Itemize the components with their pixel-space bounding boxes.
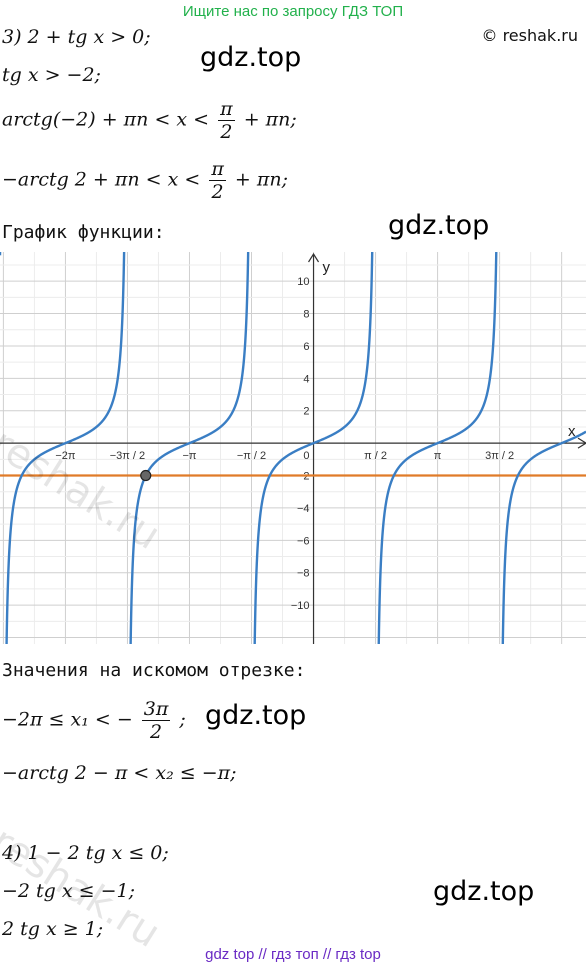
y-tick-label: 4	[303, 373, 309, 385]
tangent-graph: x y −2π −3π / 2 −π −π / 2 0 π / 2 π 3π / 2 10 8 6 4 2 −…	[0, 252, 586, 644]
fraction-denominator: 2	[220, 121, 233, 143]
intersection-point	[140, 469, 152, 482]
watermark-3: gdz.top	[205, 700, 307, 731]
part3-line4: −arctg 2 + πn < x < π 2 + πn;	[2, 158, 288, 203]
part3-line3-left: arctg(−2) + πn < x <	[2, 108, 210, 131]
fraction-numerator: π	[209, 158, 226, 181]
fraction-pi-over-2: π 2	[218, 98, 235, 143]
watermark-4: gdz.top	[433, 876, 535, 907]
tangent-branch	[501, 430, 586, 644]
tangent-branch	[129, 252, 250, 644]
x-tick-label: −π / 2	[237, 450, 266, 462]
part3-line3-right: + πn;	[243, 108, 297, 131]
y-tick-label: 6	[303, 341, 309, 353]
x-tick-label: −3π / 2	[110, 450, 145, 462]
y-tick-label: −4	[297, 503, 310, 515]
search-banner: Ищите нас по запросу ГДЗ ТОП	[182, 3, 404, 20]
graph-grid	[0, 252, 586, 644]
part4-line2: −2 tg x ≤ −1;	[2, 880, 136, 902]
x-tick-label: −2π	[55, 450, 76, 462]
x-tick-label: π / 2	[364, 450, 387, 462]
watermark-1: gdz.top	[200, 42, 302, 73]
watermark-2: gdz.top	[388, 210, 490, 241]
y-axis-arrow	[308, 252, 320, 263]
interval-line2: −arctg 2 − π < x₂ ≤ −π;	[2, 762, 237, 784]
tangent-branch	[5, 252, 126, 644]
graph-marks	[140, 469, 152, 482]
y-tick-label: 8	[303, 309, 309, 321]
fraction-pi-over-2: π 2	[209, 158, 226, 203]
y-tick-label: −8	[297, 568, 310, 580]
fraction-3pi-over-2: 3π 2	[141, 698, 171, 743]
graph-curves	[0, 252, 586, 644]
part3-line2: tg x > −2;	[2, 64, 101, 86]
y-tick-label: 2	[303, 406, 309, 418]
x-tick-label: 3π / 2	[485, 450, 514, 462]
y-tick-label: −10	[291, 600, 310, 612]
copyright-label: © reshak.ru	[481, 26, 578, 45]
graph-caption: График функции:	[2, 222, 165, 243]
x-axis-label: x	[568, 423, 576, 440]
x-axis-arrow	[577, 437, 586, 449]
graph-tick-labels: x y −2π −3π / 2 −π −π / 2 0 π / 2 π 3π / 2 10 8 6 4 2 −…	[55, 259, 576, 612]
x-tick-label: −π	[182, 450, 196, 462]
graph-axes	[0, 252, 586, 644]
tangent-branch	[377, 252, 498, 644]
x-tick-label: π	[434, 450, 442, 462]
y-tick-label: −6	[297, 535, 310, 547]
part4-line3: 2 tg x ≥ 1;	[2, 918, 104, 940]
interval-line1: −2π ≤ x₁ < − 3π 2 ;	[2, 698, 186, 743]
part3-line1: 3) 2 + tg x > 0;	[2, 26, 151, 48]
fraction-numerator: π	[218, 98, 235, 121]
footer-links: gdz top // гдз топ // гдз top	[205, 946, 381, 963]
fraction-numerator: 3π	[141, 698, 171, 721]
graph-background	[0, 252, 586, 644]
y-axis-label: y	[323, 259, 331, 276]
part3-line4-left: −arctg 2 + πn < x <	[2, 168, 201, 191]
part3-line4-right: + πn;	[234, 168, 288, 191]
interval-line1-left: −2π ≤ x₁ < −	[2, 708, 133, 731]
interval-caption: Значения на искомом отрезке:	[2, 660, 306, 681]
fraction-denominator: 2	[211, 181, 224, 203]
part4-line1: 4) 1 − 2 tg x ≤ 0;	[2, 842, 169, 864]
interval-line1-right: ;	[179, 708, 186, 731]
x-tick-label: 0	[303, 450, 309, 462]
fraction-denominator: 2	[150, 721, 163, 743]
y-tick-label: 10	[297, 276, 309, 288]
tangent-branch	[253, 252, 374, 644]
part3-line3: arctg(−2) + πn < x < π 2 + πn;	[2, 98, 297, 143]
